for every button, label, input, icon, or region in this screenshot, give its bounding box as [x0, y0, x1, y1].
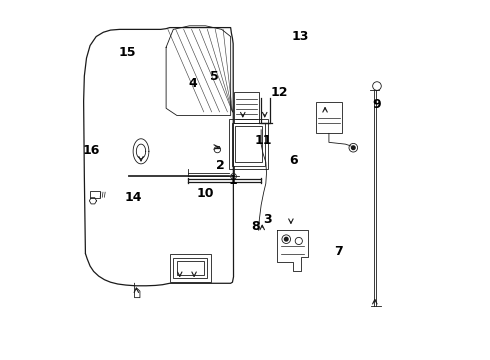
Text: 2: 2 [216, 159, 225, 172]
Text: 15: 15 [119, 46, 136, 59]
Bar [173, 258, 207, 278]
Bar [177, 261, 204, 275]
Circle shape [285, 237, 288, 241]
Bar [232, 123, 265, 166]
Bar [235, 126, 262, 162]
Text: 3: 3 [263, 213, 272, 226]
Text: 9: 9 [373, 98, 381, 111]
Bar [316, 102, 342, 134]
Bar [170, 253, 211, 282]
Text: 13: 13 [292, 30, 309, 43]
Text: 7: 7 [334, 245, 343, 258]
Text: 14: 14 [124, 192, 142, 204]
Text: 11: 11 [254, 134, 272, 147]
Text: 1: 1 [228, 174, 237, 186]
Text: 8: 8 [251, 220, 260, 233]
Text: 4: 4 [189, 77, 197, 90]
Text: 16: 16 [83, 144, 100, 157]
Text: 5: 5 [210, 69, 219, 82]
Text: 12: 12 [270, 86, 288, 99]
Bar [229, 119, 269, 169]
Text: 6: 6 [289, 154, 298, 167]
Text: 10: 10 [196, 187, 214, 200]
Bar [234, 92, 259, 123]
Bar [90, 192, 100, 198]
Circle shape [351, 146, 355, 149]
